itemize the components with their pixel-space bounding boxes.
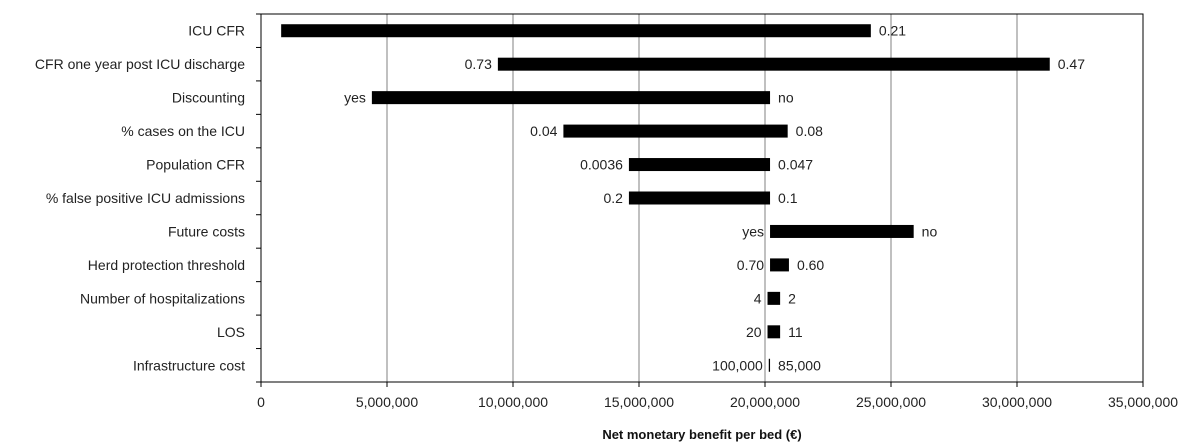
bar-high-label: 11 <box>788 324 803 340</box>
bar <box>497 57 1050 71</box>
bar <box>563 124 788 138</box>
bar-high-label: 0.21 <box>879 23 906 39</box>
category-label: Number of hospitalizations <box>80 290 245 306</box>
bar <box>770 224 914 238</box>
category-label: Discounting <box>172 90 245 106</box>
x-axis: 0 5,000,000 10,000,000 15,000,000 20,000,000… <box>256 13 1178 410</box>
x-tick-label: 5,000,000 <box>356 394 418 410</box>
bar-high-label: 0.047 <box>778 157 813 173</box>
bar <box>768 358 771 372</box>
bar <box>767 291 781 305</box>
bar-low-label: yes <box>344 90 366 106</box>
category-label: Future costs <box>168 223 245 239</box>
bar-high-label: no <box>778 90 794 106</box>
bar-low-label: yes <box>742 223 764 239</box>
bar-high-label: 85,000 <box>778 357 821 373</box>
bar-low-label: 4 <box>754 290 762 306</box>
x-tick-label: 0 <box>257 394 265 410</box>
bar-high-label: 0.47 <box>1058 56 1085 72</box>
bar <box>628 158 771 172</box>
bar-low-label: 0.73 <box>465 56 492 72</box>
bar-high-label: 0.1 <box>778 190 798 206</box>
category-label: Infrastructure cost <box>133 357 245 373</box>
bar-low-label: 0.0036 <box>580 157 623 173</box>
bar-high-label: 0.08 <box>796 123 823 139</box>
bar <box>628 191 771 205</box>
category-label: Population CFR <box>146 157 245 173</box>
x-tick-label: 15,000,000 <box>604 394 674 410</box>
category-label: Herd protection threshold <box>88 257 245 273</box>
bar <box>770 258 789 272</box>
category-label: ICU CFR <box>188 23 245 39</box>
plot-frame <box>260 13 1144 383</box>
category-labels: ICU CFR CFR one year post ICU discharge Di… <box>35 23 245 374</box>
bar-low-label: 0.70 <box>737 257 764 273</box>
bar <box>281 24 871 38</box>
x-tick-label: 20,000,000 <box>730 394 800 410</box>
end-labels: 0.21 0.73 0.47 yes no 0.04 0.08 0.0036 0.047 0.2 0… <box>344 23 1085 374</box>
bar-low-label: 0.2 <box>603 190 623 206</box>
x-tick-label: 10,000,000 <box>478 394 548 410</box>
bar-low-label: 100,000 <box>712 357 763 373</box>
bar-low-label: 20 <box>746 324 762 340</box>
x-tick-label: 25,000,000 <box>856 394 926 410</box>
bars <box>281 24 1050 372</box>
bar <box>767 325 781 339</box>
category-label: % false positive ICU admissions <box>46 190 245 206</box>
bar-high-label: no <box>922 223 938 239</box>
category-label: CFR one year post ICU discharge <box>35 56 245 72</box>
x-axis-title: Net monetary benefit per bed (€) <box>602 427 801 442</box>
category-label: LOS <box>217 324 245 340</box>
bar-high-label: 2 <box>788 290 796 306</box>
bar <box>371 91 771 105</box>
x-tick-label: 30,000,000 <box>982 394 1052 410</box>
category-label: % cases on the ICU <box>121 123 245 139</box>
bar-high-label: 0.60 <box>797 257 824 273</box>
x-tick-label: 35,000,000 <box>1108 394 1178 410</box>
bar-low-label: 0.04 <box>530 123 557 139</box>
